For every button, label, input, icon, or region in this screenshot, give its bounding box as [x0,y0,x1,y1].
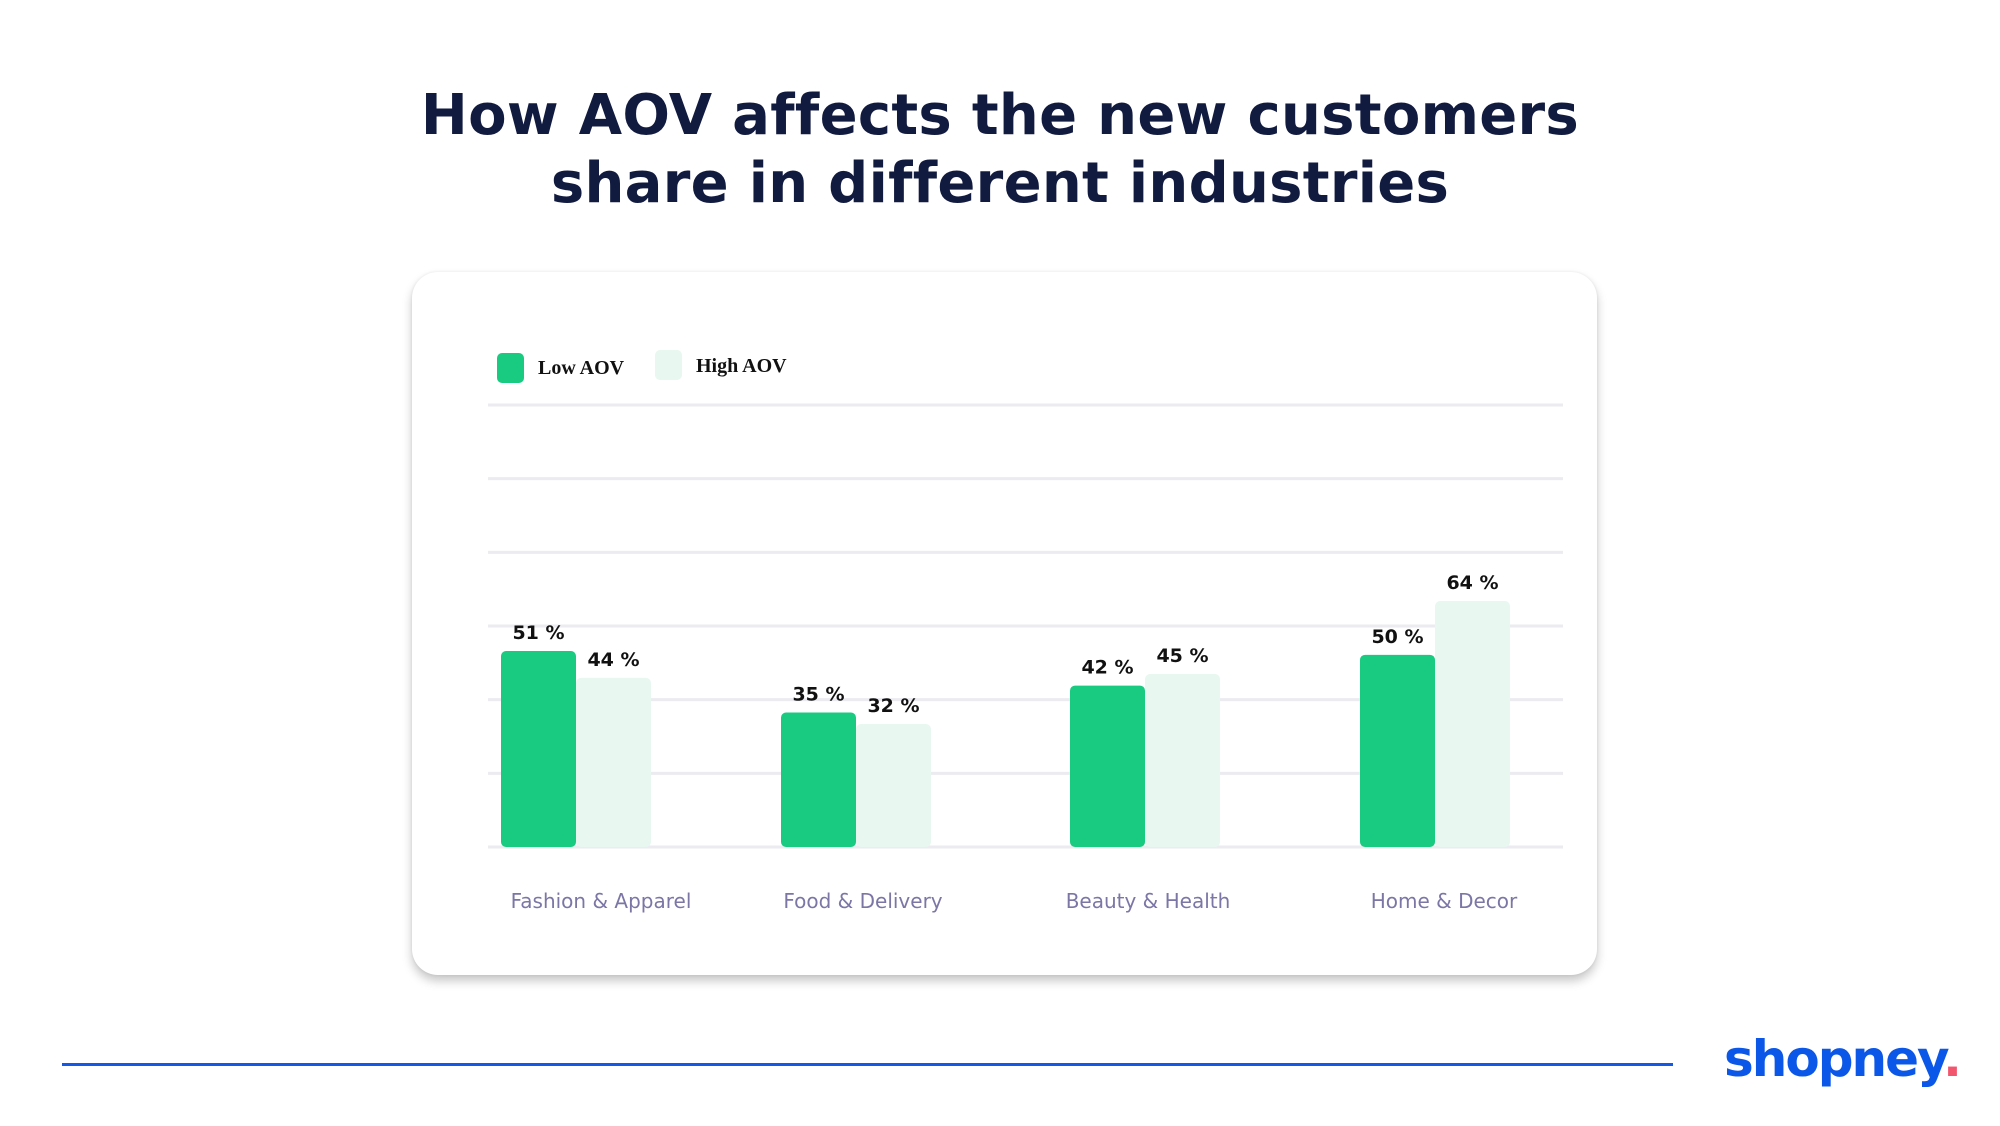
data-label: 32 % [867,695,919,717]
logo-dot: . [1943,1030,1962,1088]
category-label: Food & Delivery [783,889,942,913]
footer-divider [62,1063,1673,1066]
legend-label: High AOV [696,355,787,377]
data-label: 51 % [512,622,564,644]
category-label: Beauty & Health [1066,889,1231,913]
chart-title-line-1: How AOV affects the new customers [420,83,1580,148]
legend-swatch-high-aov [655,350,682,380]
bar-low-aov [1070,685,1145,847]
bar-low-aov [501,650,576,847]
category-label: Fashion & Apparel [511,889,692,913]
bar-high-aov [576,677,651,847]
chart-title: How AOV affects the new customers share … [0,82,2000,218]
chart-card [412,272,1597,975]
data-label: 35 % [792,683,844,705]
bar-high-aov [1435,601,1510,847]
data-label: 45 % [1156,645,1208,667]
chart-title-line-2: share in different industries [550,151,1450,216]
data-label: 64 % [1446,572,1498,594]
bar-high-aov [856,724,931,847]
data-label: 44 % [587,649,639,671]
bar-low-aov [1360,654,1435,847]
logo-text: shopney [1724,1030,1945,1088]
bar-high-aov [1145,674,1220,847]
data-label: 50 % [1371,626,1423,648]
category-label: Home & Decor [1371,889,1518,913]
bar-low-aov [781,712,856,847]
data-label: 42 % [1081,657,1133,679]
legend-swatch-low-aov [497,353,524,383]
legend-label: Low AOV [538,357,625,379]
shopney-logo: shopney. [1724,1030,1962,1088]
